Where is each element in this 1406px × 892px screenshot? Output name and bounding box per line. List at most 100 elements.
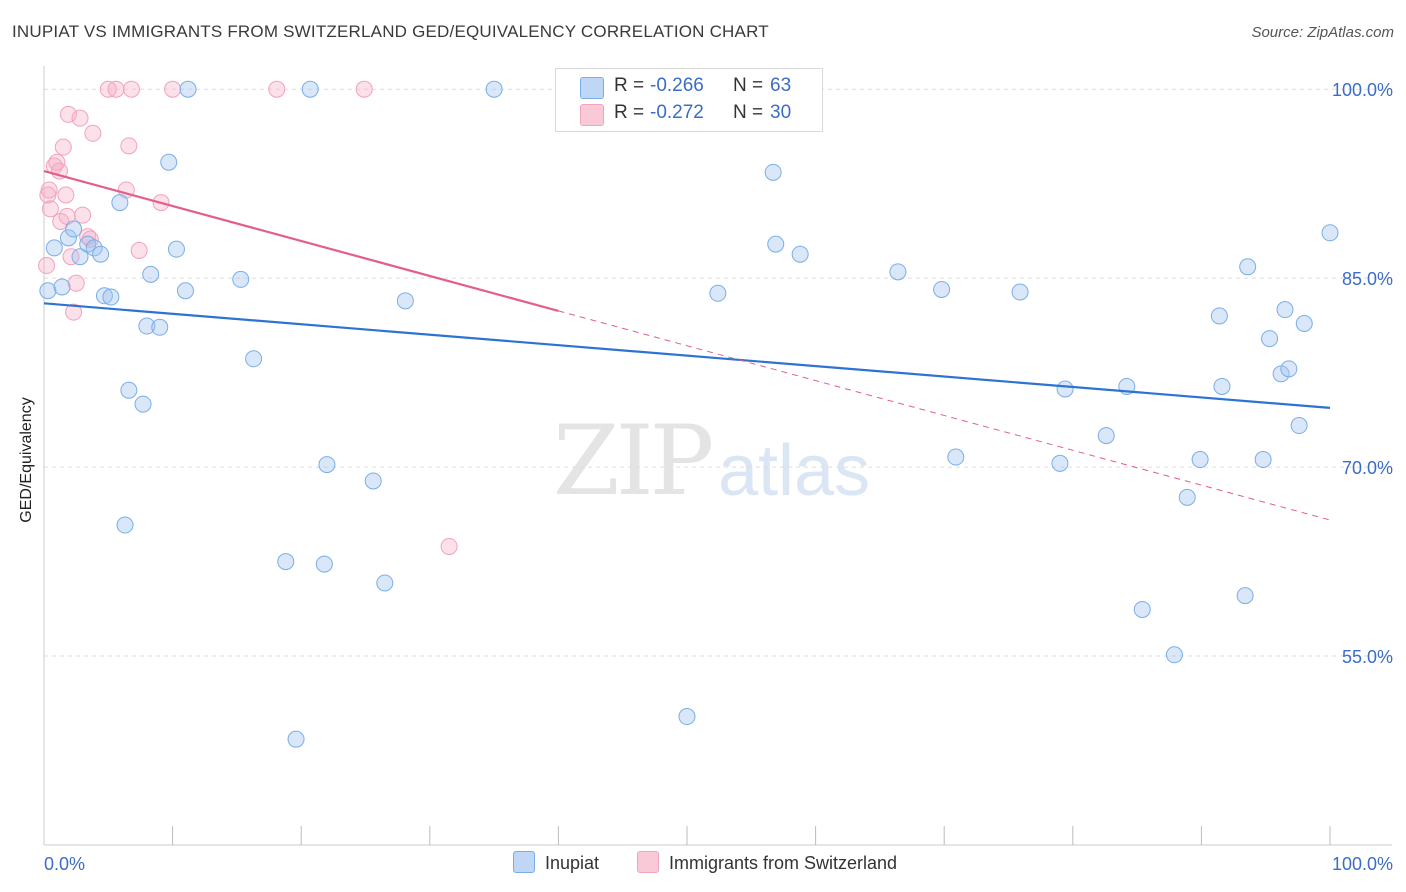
- swiss-point: [54, 138, 72, 156]
- inupiat-point: [1056, 380, 1074, 398]
- swiss-point: [67, 274, 85, 292]
- inupiat-point: [933, 280, 951, 298]
- n-value-swiss: 30: [770, 102, 792, 123]
- y-tick-label: 70.0%: [1342, 458, 1393, 478]
- inupiat-point: [1254, 451, 1272, 469]
- inupiat-point: [1210, 307, 1228, 325]
- swiss-point: [268, 80, 286, 98]
- legend-item-inupiat[interactable]: Inupiat: [513, 851, 599, 874]
- inupiat-point: [1290, 417, 1308, 435]
- inupiat-point: [1213, 377, 1231, 395]
- swiss-point: [120, 137, 138, 155]
- swiss-point: [164, 80, 182, 98]
- swiss-trend-line: [43, 170, 559, 312]
- inupiat-point: [45, 239, 63, 257]
- r-value-inupiat: -0.266: [650, 75, 704, 96]
- source-credit: Source: ZipAtlas.com: [1251, 24, 1394, 41]
- swiss-legend-swatch: [637, 851, 659, 873]
- inupiat-point: [151, 318, 169, 336]
- inupiat-point: [1133, 600, 1151, 618]
- inupiat-point: [364, 472, 382, 490]
- watermark-zip: ZIP: [553, 405, 714, 517]
- inupiat-point: [301, 80, 319, 98]
- inupiat-point: [1011, 283, 1029, 301]
- inupiat-point: [232, 270, 250, 288]
- stats-legend: R = -0.266 N = 63 R = -0.272 N = 30: [555, 68, 823, 132]
- swiss-point: [38, 257, 56, 275]
- inupiat-point: [1239, 258, 1257, 276]
- inupiat-swatch: [580, 77, 604, 99]
- inupiat-point: [111, 194, 129, 212]
- y-axis-label: GED/Equivalency: [18, 397, 35, 523]
- inupiat-point: [767, 235, 785, 253]
- inupiat-point: [179, 80, 197, 98]
- swiss-point: [84, 124, 102, 142]
- inupiat-point: [142, 265, 160, 283]
- legend-label-swiss: Immigrants from Switzerland: [669, 853, 898, 873]
- inupiat-point: [287, 730, 305, 748]
- inupiat-point: [1280, 360, 1298, 378]
- inupiat-point: [176, 282, 194, 300]
- inupiat-point: [1178, 488, 1196, 506]
- inupiat-point: [889, 263, 907, 281]
- swiss-point: [440, 537, 458, 555]
- inupiat-point: [1236, 587, 1254, 605]
- swiss-point: [71, 109, 89, 127]
- inupiat-point: [1165, 646, 1183, 664]
- swiss-point: [107, 80, 125, 98]
- n-label: N =: [733, 75, 764, 96]
- r-label: R =: [614, 75, 645, 96]
- r-label: R =: [614, 102, 645, 123]
- n-value-inupiat: 63: [770, 75, 792, 96]
- inupiat-point: [134, 395, 152, 413]
- inupiat-point: [102, 288, 120, 306]
- inupiat-point: [1191, 451, 1209, 469]
- swiss-trend-extension: [558, 310, 1331, 521]
- inupiat-point: [791, 245, 809, 263]
- inupiat-point: [71, 248, 89, 266]
- inupiat-point: [92, 245, 110, 263]
- inupiat-point: [1051, 454, 1069, 472]
- swiss-point: [40, 181, 58, 199]
- swiss-point: [74, 206, 92, 224]
- inupiat-point: [160, 153, 178, 171]
- watermark-atlas: atlas: [718, 431, 871, 511]
- inupiat-point: [59, 229, 77, 247]
- inupiat-point: [315, 555, 333, 573]
- inupiat-point: [85, 239, 103, 257]
- swiss-point: [355, 80, 373, 98]
- legend-label-inupiat: Inupiat: [545, 853, 600, 873]
- swiss-point: [41, 200, 59, 218]
- swiss-point: [57, 186, 75, 204]
- n-label: N =: [733, 102, 764, 123]
- legend-item-swiss[interactable]: Immigrants from Switzerland: [637, 851, 897, 874]
- inupiat-point: [947, 448, 965, 466]
- inupiat-point: [1321, 224, 1339, 242]
- inupiat-point: [678, 708, 696, 726]
- inupiat-point: [95, 287, 113, 305]
- inupiat-point: [396, 292, 414, 310]
- inupiat-point: [277, 553, 295, 571]
- swiss-point: [65, 303, 83, 321]
- swiss-point: [62, 248, 80, 266]
- inupiat-point: [1097, 427, 1115, 445]
- inupiat-point: [138, 317, 156, 335]
- inupiat-point: [1261, 330, 1279, 348]
- swiss-swatch: [580, 104, 604, 126]
- swiss-point: [81, 230, 99, 248]
- y-tick-label: 85.0%: [1342, 269, 1393, 289]
- x-tick-label: 100.0%: [1332, 854, 1393, 874]
- chart-title: INUPIAT VS IMMIGRANTS FROM SWITZERLAND G…: [12, 22, 769, 41]
- inupiat-point: [1295, 314, 1313, 332]
- x-tick-label: 0.0%: [44, 854, 85, 874]
- inupiat-trend-line: [43, 302, 1331, 409]
- inupiat-point: [39, 282, 57, 300]
- inupiat-point: [245, 350, 263, 368]
- inupiat-point: [1276, 301, 1294, 319]
- inupiat-point: [116, 516, 134, 534]
- inupiat-point: [167, 240, 185, 258]
- inupiat-point: [764, 163, 782, 181]
- inupiat-point: [709, 284, 727, 302]
- swiss-point: [122, 80, 140, 98]
